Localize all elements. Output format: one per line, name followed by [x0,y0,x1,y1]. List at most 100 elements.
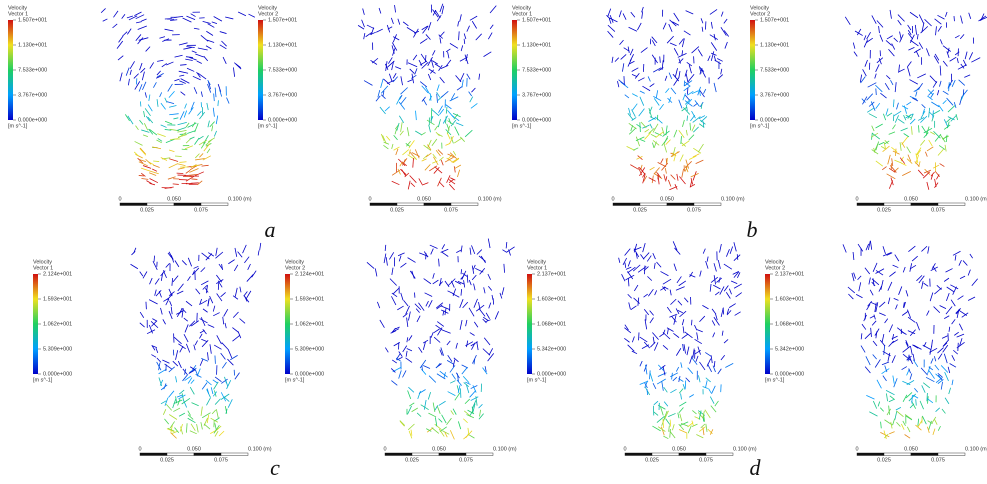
vector-arrow [142,134,149,137]
vector-arrow [454,164,462,170]
vector-arrow [688,134,695,141]
vector-arrow [697,143,704,153]
vector-arrow [653,67,662,73]
scale-segment [450,202,479,206]
vector-arrow [118,35,124,43]
vector-arrow [643,364,648,372]
vector-arrow [385,257,388,266]
vector-arrow [891,339,899,344]
vector-arrow [374,268,378,277]
vector-arrow [216,293,223,302]
vector-arrow [162,359,170,364]
vector-arrow [391,143,394,149]
vector-arrow [366,24,375,29]
vector-arrow [866,37,873,43]
vector-arrow [626,145,635,151]
vector-arrow [909,263,913,272]
vector-arrow [684,166,688,172]
scale-label: 0.100 (m) [965,196,987,202]
vector-arrow [926,48,930,57]
figure-label: d [750,455,762,480]
vector-arrow [635,252,638,259]
vector-arrow [875,84,883,93]
vector-arrow [663,135,669,144]
vector-arrow [450,177,456,181]
vector-arrow [478,404,483,409]
vector-arrow [942,135,948,140]
vector-arrow [206,397,211,406]
vector-arrow [895,148,897,157]
vector-arrow [165,138,175,143]
scale-segment [166,452,195,456]
vector-arrow [164,186,174,189]
vector-arrow [389,278,397,286]
vector-arrow [666,157,668,164]
vector-arrow [901,142,906,148]
vector-arrow [931,101,940,108]
vector-arrow [134,141,143,146]
vector-arrow [160,157,168,161]
vector-arrow [886,393,888,402]
vector-arrow [408,140,415,149]
vector-arrow [684,100,693,107]
vector-arrow [463,33,467,40]
vector-arrow [201,382,208,390]
color-tick-label: 5.309e+000 [295,346,324,352]
vector-arrow [473,283,476,291]
legend-title: Velocity [33,259,52,265]
vector-arrow [723,263,733,270]
vector-arrow [391,292,398,298]
vector-arrow [221,264,223,270]
vector-arrow [937,373,943,378]
vector-arrow [906,158,913,164]
vector-arrow [928,420,932,430]
vector-arrow [941,408,946,414]
vector-arrow [630,305,637,311]
vector-arrow [910,113,914,121]
vector-arrow [141,71,145,81]
vector-arrow [168,414,178,420]
vector-arrow [160,384,168,391]
vector-arrow [413,155,418,161]
vector-arrow [162,319,166,325]
legend-unit: [m s^-1] [258,123,278,129]
vector-arrow [185,122,190,128]
vector-arrow [684,69,688,77]
vector-arrow [692,348,695,358]
scale-label: 0 [383,446,386,452]
vector-arrow [894,410,898,420]
vector-arrow [694,338,702,345]
vector-arrow [403,300,409,307]
vector-arrow [190,379,195,384]
vector-arrow [624,94,630,99]
vector-arrow [435,131,440,137]
vector-arrow [893,297,899,301]
vector-arrow [144,92,147,98]
vector-arrow [137,25,147,30]
vector-arrow [459,136,465,142]
vector-arrow [895,407,902,411]
vector-arrow [438,34,443,39]
figure-label: b [747,217,758,242]
vector-arrow [195,369,199,377]
vector-arrow [121,14,126,19]
vector-arrow [201,252,210,260]
scale-label: 0 [623,446,626,452]
vector-arrow [172,398,177,409]
vector-arrow [979,16,987,21]
vector-arrow [917,418,920,426]
vector-arrow [179,80,186,84]
vector-arrow [436,14,442,22]
vector-arrow [737,272,741,278]
vector-arrow [457,169,461,178]
vector-arrow [466,414,475,419]
vector-arrow [434,9,441,19]
vector-arrow [912,394,919,399]
vector-arrow [185,300,193,307]
vector-arrow [645,364,648,375]
vector-arrow [189,366,196,371]
vector-arrow [894,159,902,164]
vector-arrow [929,111,934,117]
vector-arrow [678,407,684,414]
vector-arrow [857,275,862,280]
